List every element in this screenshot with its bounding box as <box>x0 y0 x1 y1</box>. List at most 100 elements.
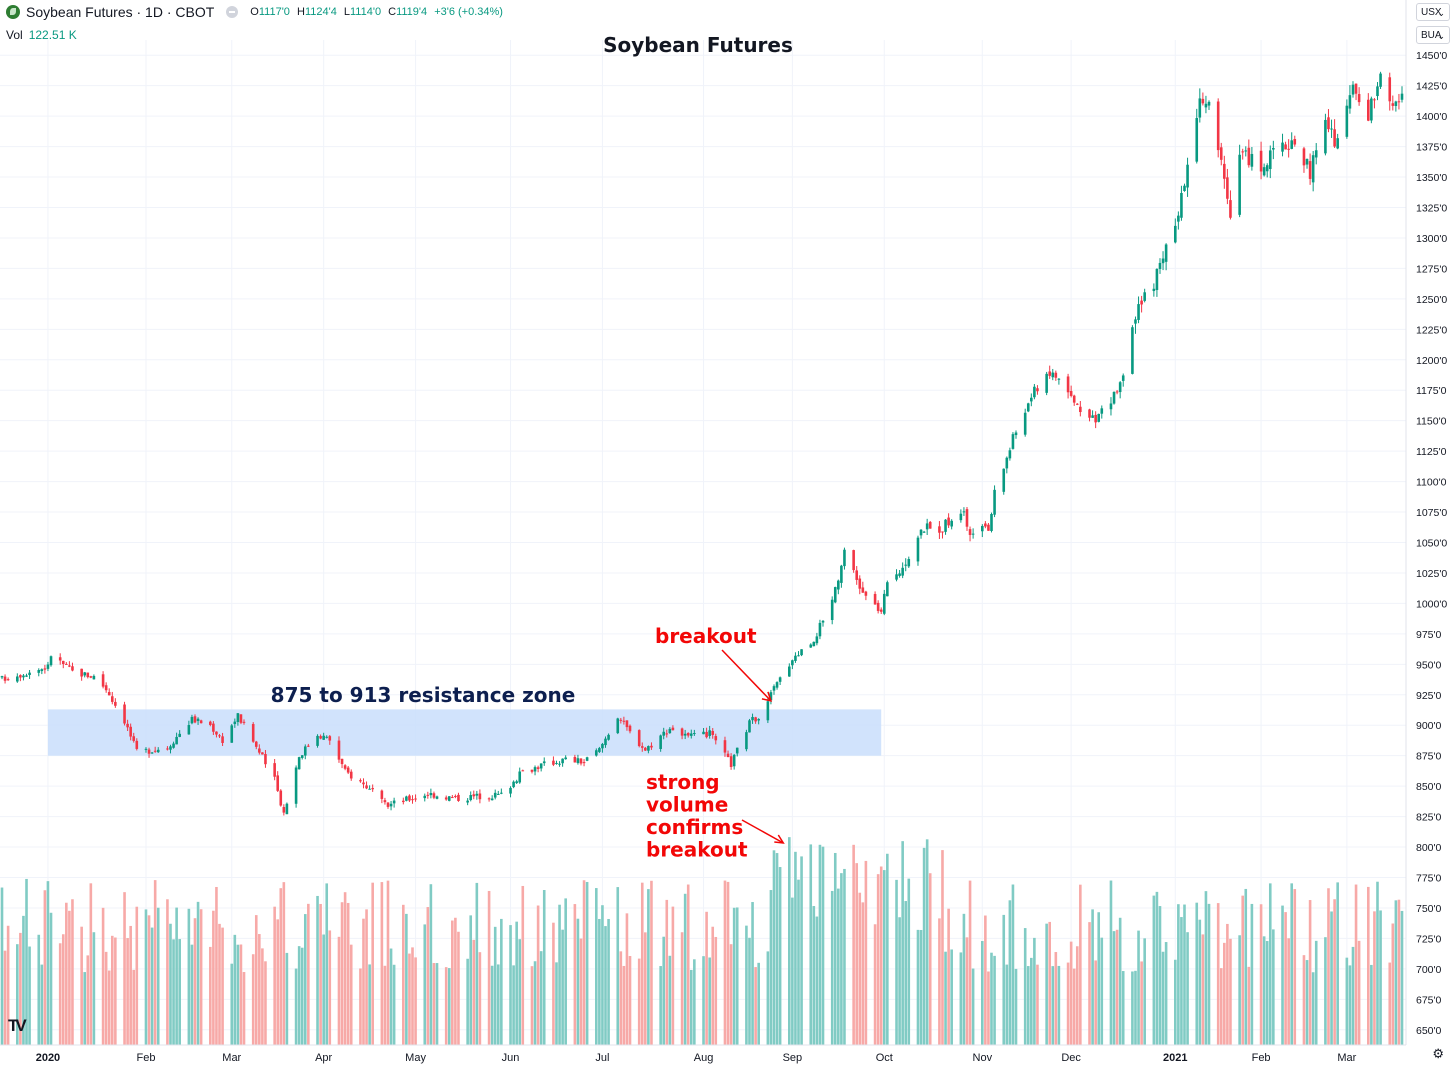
candle-body <box>37 670 41 673</box>
candle-body <box>1397 101 1401 103</box>
volume-bar <box>454 917 457 1045</box>
volume-bar <box>0 887 4 1045</box>
y-tick-label: 1175'0 <box>1416 385 1447 397</box>
unit-selector[interactable]: BUA ⌄ <box>1416 26 1450 44</box>
volume-bar <box>576 918 580 1045</box>
hide-legend-icon[interactable] <box>226 6 239 18</box>
candle-body <box>1354 83 1358 94</box>
candle-body <box>68 665 71 667</box>
candle-body <box>1379 73 1382 87</box>
candle-body <box>129 726 132 737</box>
volume-bar <box>175 907 178 1045</box>
candle-body <box>1388 77 1392 102</box>
volume-bar <box>402 904 405 1045</box>
volume-bar <box>457 931 460 1045</box>
volume-bar <box>794 851 797 1045</box>
volume-bar <box>1109 880 1113 1045</box>
x-tick-label: Nov <box>973 1052 993 1064</box>
volume-bar <box>873 924 877 1045</box>
candle-body <box>49 656 53 666</box>
volume-bar <box>552 922 555 1045</box>
volume-bar <box>1241 895 1245 1045</box>
volume-bar <box>775 853 779 1045</box>
volume-bar <box>815 916 819 1045</box>
tradingview-logo-icon[interactable]: TV <box>8 1016 27 1035</box>
candle-body <box>1161 258 1165 264</box>
volume-bar <box>28 946 31 1045</box>
gear-icon[interactable]: ⚙ <box>1432 1046 1444 1061</box>
candle-body <box>1302 148 1306 166</box>
candle-body <box>25 675 28 677</box>
candle-body <box>1131 327 1134 374</box>
volume-arrow-head <box>774 834 785 844</box>
x-tick-label: Sep <box>783 1052 803 1064</box>
volume-bar <box>1091 909 1094 1045</box>
volume-bar <box>735 907 739 1045</box>
candle-body <box>625 720 629 728</box>
volume-bar <box>1069 941 1073 1045</box>
candle-body <box>907 559 911 567</box>
candle-body <box>1259 150 1263 172</box>
candle-body <box>683 733 687 736</box>
volume-bar <box>533 961 537 1045</box>
volume-bar <box>1033 937 1036 1045</box>
candle-body <box>261 752 264 755</box>
volume-bar <box>349 944 353 1045</box>
candle-body <box>518 771 522 783</box>
candle-body <box>239 714 243 723</box>
volume-bar <box>1367 886 1370 1045</box>
volume-bar <box>129 925 132 1045</box>
volume-bar <box>1268 883 1272 1045</box>
volume-bar <box>640 882 644 1045</box>
volume-bar <box>230 963 234 1045</box>
y-tick-label: 800'0 <box>1416 842 1442 854</box>
y-tick-label: 700'0 <box>1416 964 1442 976</box>
volume-bar <box>1140 961 1143 1045</box>
volume-bar <box>990 952 993 1045</box>
currency-selector[interactable]: USX ⌄ <box>1416 3 1450 21</box>
volume-bar <box>659 966 662 1045</box>
symbol-title[interactable]: Soybean Futures · 1D · CBOT <box>26 4 215 20</box>
candle-body <box>1229 200 1232 218</box>
volume-bar <box>414 957 417 1045</box>
volume-bar <box>947 908 950 1045</box>
volume-bar <box>919 929 923 1045</box>
volume-bar <box>509 925 512 1045</box>
volume-bar <box>993 955 996 1045</box>
candle-body <box>809 644 813 648</box>
volume-bar <box>1354 884 1358 1045</box>
volume-bar <box>169 923 172 1045</box>
volume-bar <box>282 882 286 1045</box>
candle-body <box>882 593 886 614</box>
candle-body <box>303 746 307 756</box>
candle-body <box>800 649 803 656</box>
candle-body <box>1026 403 1030 412</box>
candle-body <box>1226 177 1229 199</box>
candle-body <box>3 676 7 681</box>
chart-title: Soybean Futures <box>603 33 793 57</box>
change-value: +3'6 (+0.34%) <box>434 6 503 18</box>
candle-body <box>533 767 537 772</box>
volume-bar <box>944 951 947 1045</box>
y-tick-label: 775'0 <box>1416 873 1442 885</box>
candle-body <box>466 800 469 803</box>
candle-body <box>19 675 22 678</box>
volume-bar <box>647 889 650 1045</box>
y-tick-label: 925'0 <box>1416 690 1442 702</box>
candle-body <box>322 735 325 740</box>
volume-bar <box>114 937 117 1045</box>
volume-bar <box>628 956 632 1045</box>
candle-body <box>1164 244 1168 262</box>
candle-body <box>659 735 662 749</box>
candle-body <box>895 574 898 580</box>
candle-body <box>1045 373 1048 393</box>
volume-bar <box>843 868 846 1045</box>
candle-body <box>1201 98 1205 104</box>
volume-bar <box>907 878 911 1045</box>
volume-bar <box>797 879 800 1045</box>
volume-bar <box>423 924 427 1045</box>
volume-bar <box>751 902 754 1045</box>
candle-body <box>104 685 108 691</box>
candle-body <box>772 686 776 691</box>
